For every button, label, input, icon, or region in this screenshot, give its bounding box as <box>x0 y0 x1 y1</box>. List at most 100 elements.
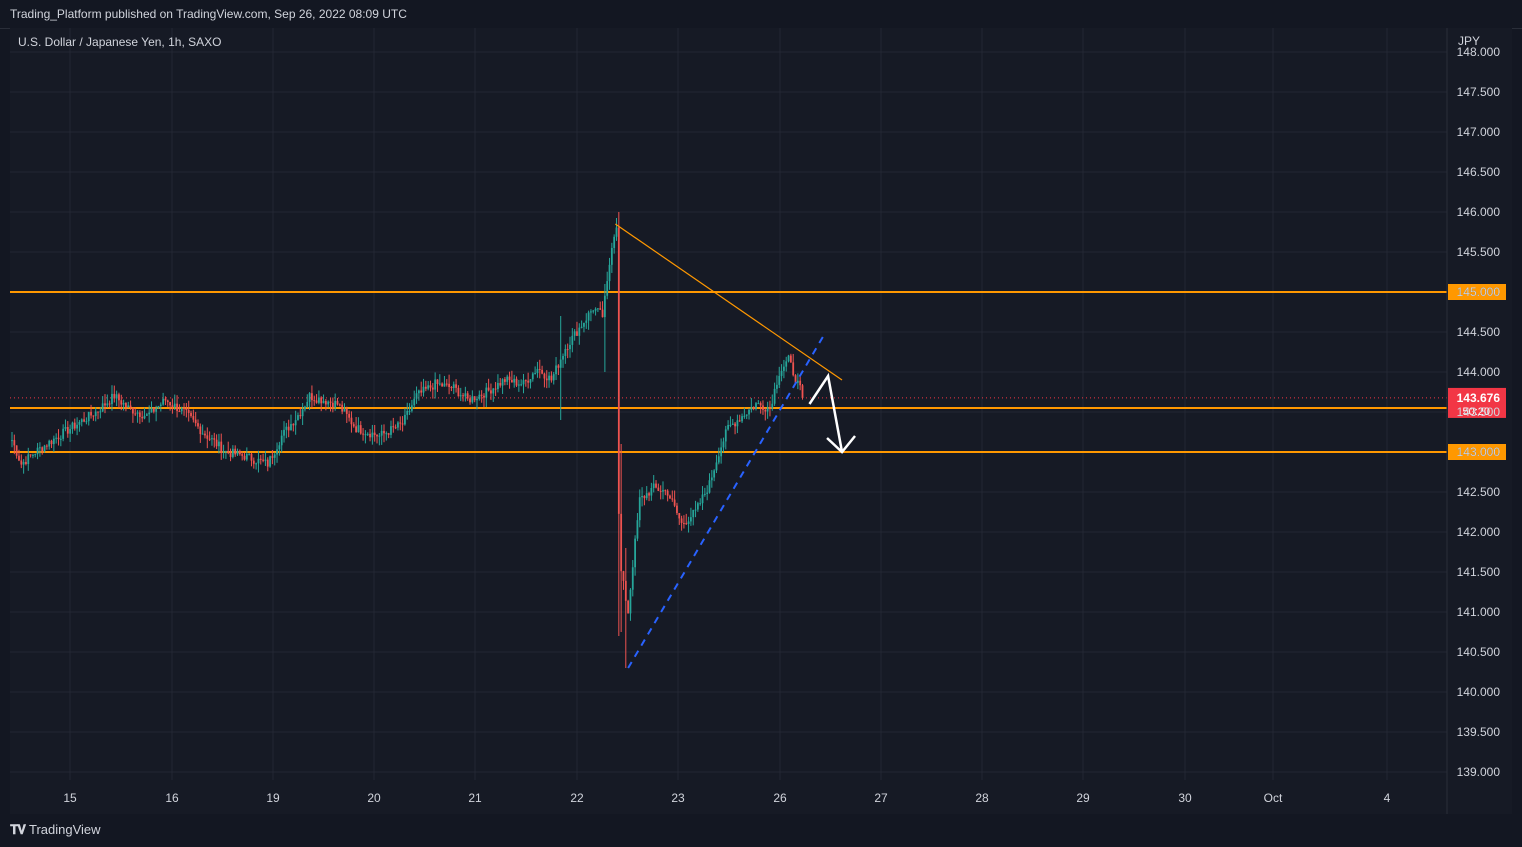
candle-body <box>45 445 48 447</box>
candle-body <box>641 496 643 498</box>
candle-body <box>408 410 411 412</box>
candle-body <box>411 405 413 411</box>
candle-body <box>336 400 339 405</box>
candle-body <box>636 520 639 539</box>
candle-body <box>650 487 653 496</box>
candle-body <box>280 435 283 446</box>
candle-body <box>345 408 348 414</box>
candle-body <box>659 490 662 492</box>
candle-body <box>524 380 527 382</box>
time-tick-label: 19 <box>266 791 280 805</box>
price-tick-label: 144.500 <box>1457 325 1501 339</box>
candle-body <box>752 407 755 409</box>
candle-body <box>262 459 264 461</box>
candle-body <box>148 412 151 415</box>
candle-body <box>327 401 330 405</box>
price-tick-label: 143.000 <box>1457 445 1501 459</box>
level-label-box <box>1448 284 1506 300</box>
candle-body <box>271 456 274 458</box>
candle-body <box>199 426 202 435</box>
candle-body <box>638 497 641 521</box>
chart-panel[interactable] <box>10 28 1512 814</box>
candle-body <box>683 522 685 524</box>
candle-body <box>245 453 248 460</box>
candle-body <box>164 398 167 401</box>
candle-body <box>162 398 165 405</box>
candle-body <box>543 373 546 379</box>
candle-body <box>762 405 764 410</box>
candle-body <box>41 447 44 452</box>
candle-body <box>534 373 537 375</box>
last-price-box <box>1448 387 1506 418</box>
candle-body <box>308 393 311 402</box>
candle-body <box>685 523 688 525</box>
candle-body <box>497 382 499 390</box>
candle-body <box>720 447 723 457</box>
candle-body <box>371 432 374 438</box>
candle-body <box>536 368 539 374</box>
candle-body <box>564 349 567 356</box>
support-trendline <box>627 335 825 669</box>
candle-body <box>578 327 581 336</box>
candle-body <box>134 413 137 415</box>
candle-body <box>243 455 246 460</box>
candle-body <box>557 365 560 368</box>
candle-body <box>122 403 125 405</box>
candle-body <box>520 384 523 386</box>
candle-body <box>152 407 155 412</box>
candle-body <box>87 411 90 422</box>
candle-body <box>27 454 30 465</box>
price-tick-label: 145.500 <box>1457 245 1501 259</box>
candle-body <box>18 455 20 461</box>
candle-body <box>331 402 334 408</box>
candle-body <box>431 387 434 390</box>
candle-body <box>183 407 185 409</box>
candle-body <box>76 424 78 429</box>
candle-body <box>734 423 736 427</box>
candle-body <box>392 426 395 428</box>
candle-body <box>94 411 97 417</box>
candle-body <box>794 375 797 383</box>
tradingview-brand[interactable]: 𝐓𝐕 TradingView <box>10 822 101 838</box>
candle-body <box>197 423 199 427</box>
candle-body <box>287 426 290 431</box>
candle-body <box>362 433 364 435</box>
candle-body <box>429 385 432 388</box>
candle-body <box>350 417 353 425</box>
price-tick-label: 142.500 <box>1457 485 1501 499</box>
candle-body <box>120 400 123 405</box>
candle-body <box>452 384 455 389</box>
candle-body <box>515 378 518 386</box>
candle-body <box>78 422 81 425</box>
candle-body <box>315 400 318 403</box>
candle-body <box>92 415 95 417</box>
candle-body <box>34 454 37 456</box>
candle-body <box>422 386 425 393</box>
candle-body <box>634 538 636 568</box>
candle-body <box>366 433 369 435</box>
candle-body <box>652 483 655 488</box>
candle-body <box>66 426 69 434</box>
forecast-arrow <box>808 372 844 453</box>
candle-body <box>48 440 51 447</box>
candle-body <box>789 355 792 363</box>
price-tick-label: 148.000 <box>1457 45 1501 59</box>
candle-body <box>531 373 534 380</box>
candle-body <box>666 490 669 496</box>
candle-body <box>229 453 232 457</box>
candle-body <box>338 404 341 406</box>
candle-body <box>413 398 416 406</box>
candle-body <box>180 407 183 412</box>
time-tick-label: 21 <box>468 791 482 805</box>
candle-body <box>603 295 606 318</box>
candle-body <box>527 380 530 383</box>
candle-body <box>473 396 476 401</box>
candle-body <box>208 438 211 440</box>
candle-body <box>415 393 418 399</box>
candle-body <box>703 493 706 495</box>
candle-body <box>796 380 799 383</box>
price-tick-label: 139.500 <box>1457 725 1501 739</box>
candle-body <box>513 378 516 383</box>
candle-body <box>206 435 209 439</box>
